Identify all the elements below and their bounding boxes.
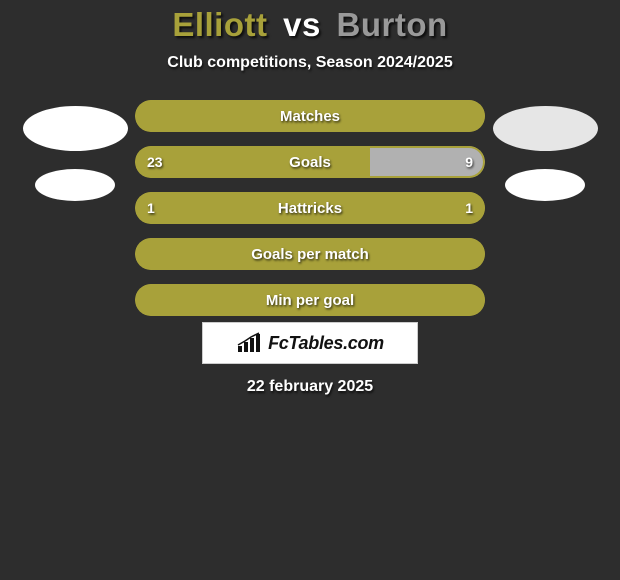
bar-left-fill <box>135 146 370 178</box>
date: 22 february 2025 <box>247 378 373 396</box>
logo-text: FcTables.com <box>268 333 384 354</box>
player2-avatar <box>493 106 598 151</box>
bar-left-fill <box>135 238 485 270</box>
stat-bar: Matches <box>135 100 485 132</box>
vs-text: vs <box>283 6 321 43</box>
subtitle: Club competitions, Season 2024/2025 <box>167 54 452 72</box>
comparison-card: Elliott vs Burton Club competitions, Sea… <box>0 0 620 396</box>
player1-name: Elliott <box>172 6 267 43</box>
stat-bar: Min per goal <box>135 284 485 316</box>
stat-bar: Goals per match <box>135 238 485 270</box>
bar-left-fill <box>135 284 485 316</box>
player1-avatar <box>23 106 128 151</box>
stat-bar: Goals239 <box>135 146 485 178</box>
source-logo: FcTables.com <box>202 322 418 364</box>
player2-name: Burton <box>337 6 448 43</box>
stat-bar: Hattricks11 <box>135 192 485 224</box>
bar-left-fill <box>135 100 485 132</box>
bar-left-fill <box>135 192 485 224</box>
title-row: Elliott vs Burton <box>172 6 447 44</box>
player1-flag <box>35 169 115 201</box>
bars-column: Matches Goals239 Hattricks11 Goals per matc… <box>135 100 485 316</box>
player2-flag <box>505 169 585 201</box>
chart-area: Matches Goals239 Hattricks11 Goals per matc… <box>0 100 620 316</box>
chart-icon <box>236 332 262 354</box>
left-column <box>15 100 135 201</box>
right-column <box>485 100 605 201</box>
bar-right-fill <box>370 146 486 178</box>
